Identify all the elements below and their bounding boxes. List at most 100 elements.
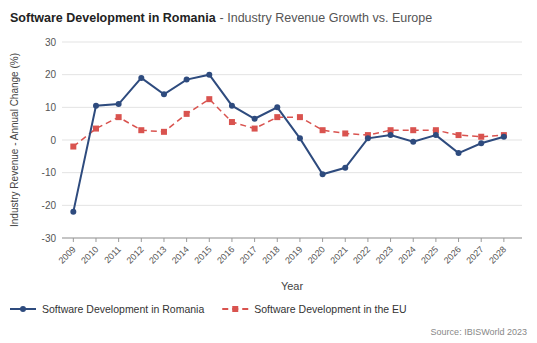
- x-tick-label: 2027: [464, 244, 485, 265]
- point: [206, 96, 212, 102]
- legend-marker: [20, 306, 26, 312]
- point: [93, 126, 99, 132]
- plot-area: [70, 72, 507, 215]
- point: [410, 127, 416, 133]
- point: [342, 165, 348, 171]
- x-tick-label: 2010: [79, 244, 100, 265]
- y-tick-label: 30: [45, 37, 57, 48]
- point: [161, 91, 167, 97]
- x-tick-label: 2021: [328, 244, 349, 265]
- y-tick-label: 20: [45, 69, 57, 80]
- grid-line: [62, 238, 522, 239]
- point: [456, 132, 462, 138]
- point: [206, 72, 212, 78]
- point: [116, 101, 122, 107]
- x-tick-label: 2018: [260, 244, 281, 265]
- point: [70, 144, 76, 150]
- grid-line: [62, 107, 522, 108]
- subtitle: - Industry Revenue Growth vs. Europe: [220, 11, 433, 25]
- point: [297, 135, 303, 141]
- x-tick: [390, 238, 391, 242]
- point: [501, 134, 507, 140]
- x-tick: [458, 238, 459, 242]
- point: [184, 77, 190, 83]
- y-axis: -30 -20 -10 0 10 20 30: [42, 37, 522, 244]
- grid-line: [62, 172, 522, 173]
- point: [138, 75, 144, 81]
- y-tick-label: -20: [42, 200, 57, 211]
- x-tick: [118, 238, 119, 242]
- grid-line: [62, 74, 522, 75]
- x-tick: [413, 238, 414, 242]
- x-tick: [481, 238, 482, 242]
- point: [320, 171, 326, 177]
- series-line: [73, 75, 504, 212]
- x-tick-label: 2025: [419, 244, 440, 265]
- point: [410, 139, 416, 145]
- point: [320, 127, 326, 133]
- grid-line: [62, 140, 522, 141]
- y-tick-label: -30: [42, 233, 57, 244]
- point: [93, 103, 99, 109]
- x-tick-label: 2023: [374, 244, 395, 265]
- legend-label: Software Development in Romania: [42, 303, 204, 315]
- x-tick-label: 2017: [238, 244, 259, 265]
- x-tick: [163, 238, 164, 242]
- x-tick-label: 2016: [215, 244, 236, 265]
- y-axis-label: Industry Revenue - Annual Change (%): [9, 53, 20, 227]
- point: [342, 130, 348, 136]
- x-tick: [141, 238, 142, 242]
- x-tick: [186, 238, 187, 242]
- x-tick-label: 2028: [487, 244, 508, 265]
- annotation: Source: IBISWorld 2023: [431, 327, 527, 337]
- x-tick-label: 2026: [442, 244, 463, 265]
- point: [274, 114, 280, 120]
- title-line: Software Development in Romania- Industr…: [10, 11, 432, 25]
- point: [274, 104, 280, 110]
- x-axis-line: [62, 238, 522, 239]
- x-tick-label: 2024: [396, 244, 417, 265]
- chart: Software Development in Romania- Industr…: [0, 0, 537, 343]
- y-tick-label: 0: [50, 135, 56, 146]
- legend-label: Software Development in the EU: [254, 303, 406, 315]
- x-tick: [345, 238, 346, 242]
- point: [478, 134, 484, 140]
- point: [184, 111, 190, 117]
- y-tick-label: -10: [42, 167, 57, 178]
- grid-line: [62, 205, 522, 206]
- point: [252, 116, 258, 122]
- title: Software Development in Romania: [10, 11, 217, 25]
- x-tick: [503, 238, 504, 242]
- grid-line: [62, 42, 522, 43]
- point: [365, 135, 371, 141]
- x-tick-label: 2011: [102, 244, 123, 265]
- x-tick-label: 2020: [306, 244, 327, 265]
- point: [478, 140, 484, 146]
- x-tick: [209, 238, 210, 242]
- x-tick-label: 2022: [351, 244, 372, 265]
- y-tick-label: 10: [45, 102, 57, 113]
- point: [456, 150, 462, 156]
- point: [138, 127, 144, 133]
- x-tick-label: 2012: [124, 244, 145, 265]
- x-tick-label: 2019: [283, 244, 304, 265]
- point: [70, 209, 76, 215]
- point: [297, 114, 303, 120]
- point: [229, 119, 235, 125]
- x-tick: [73, 238, 74, 242]
- point: [161, 129, 167, 135]
- legend: Software Development in Romania Software …: [10, 303, 407, 315]
- x-tick-label: 2013: [147, 244, 168, 265]
- x-axis: 2009201020112012201320142015201620172018…: [57, 238, 509, 266]
- x-tick: [367, 238, 368, 242]
- x-tick: [435, 238, 436, 242]
- point: [116, 114, 122, 120]
- legend-marker: [232, 306, 238, 312]
- x-axis-label: Year: [281, 280, 304, 292]
- point: [252, 126, 258, 132]
- x-tick: [95, 238, 96, 242]
- point: [433, 132, 439, 138]
- point: [229, 103, 235, 109]
- x-tick: [231, 238, 232, 242]
- x-tick-label: 2009: [57, 244, 78, 265]
